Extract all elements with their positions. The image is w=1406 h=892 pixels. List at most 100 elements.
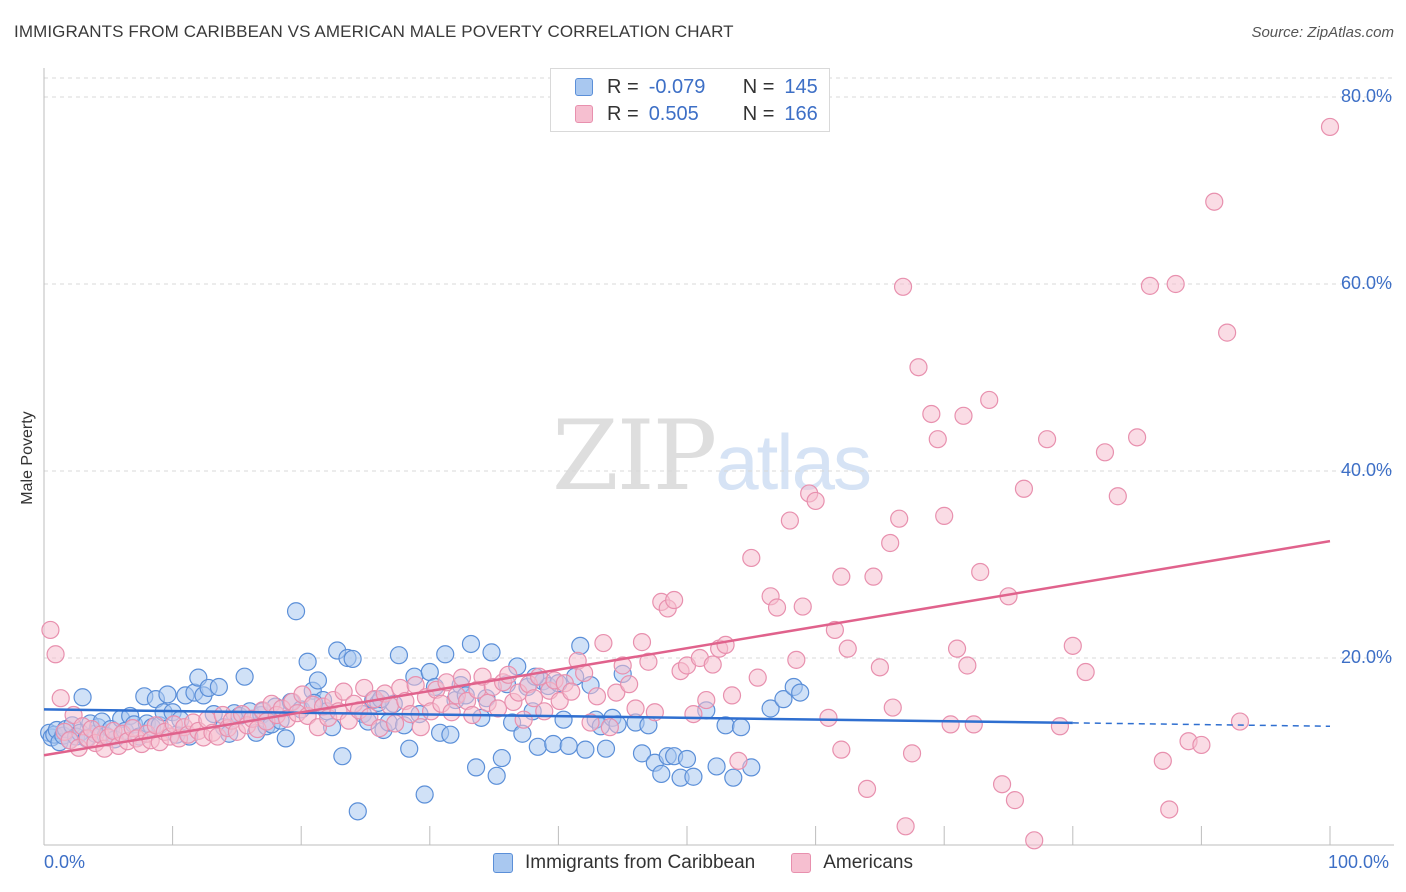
scatter-point bbox=[838, 639, 857, 658]
scatter-point bbox=[581, 713, 600, 732]
scatter-point bbox=[1166, 274, 1185, 294]
scatter-point bbox=[941, 715, 960, 734]
scatter-point bbox=[971, 562, 990, 582]
scatter-point bbox=[524, 689, 544, 708]
scatter-point bbox=[46, 645, 65, 664]
scatter-point bbox=[492, 748, 511, 768]
scatter-point bbox=[935, 506, 954, 525]
legend-swatch-blue bbox=[493, 853, 514, 873]
scatter-point bbox=[436, 645, 455, 664]
legend-swatch-blue bbox=[575, 78, 593, 96]
scatter-point bbox=[355, 678, 374, 698]
scatter-point bbox=[411, 718, 430, 737]
scatter-point bbox=[466, 758, 486, 777]
scatter-point bbox=[954, 406, 973, 425]
scatter-point bbox=[870, 658, 890, 677]
scatter-point bbox=[819, 708, 838, 727]
scatter-point bbox=[864, 567, 883, 586]
scatter-point bbox=[716, 635, 735, 655]
scatter-point bbox=[742, 548, 761, 568]
legend-r-label: R = bbox=[607, 75, 639, 98]
scatter-point bbox=[1025, 831, 1044, 850]
scatter-point bbox=[499, 665, 518, 684]
scatter-point bbox=[684, 767, 703, 786]
legend-n-label: N = bbox=[742, 75, 775, 98]
scatter-point bbox=[442, 703, 461, 722]
legend-item-caribbean[interactable]: Immigrants from Caribbean bbox=[493, 852, 755, 874]
scatter-point bbox=[767, 598, 787, 617]
scatter-point bbox=[1153, 751, 1172, 770]
scatter-point bbox=[1005, 791, 1025, 810]
series-americans-points bbox=[41, 117, 1340, 850]
scatter-point bbox=[806, 491, 825, 511]
series-legend: Immigrants from Caribbean Americans bbox=[0, 852, 1406, 874]
scatter-point bbox=[334, 682, 353, 701]
scatter-point bbox=[571, 636, 590, 655]
y-tick-label: 20.0% bbox=[1340, 647, 1392, 667]
scatter-point bbox=[488, 699, 508, 718]
scatter-point bbox=[857, 779, 877, 799]
legend-row-americans: R = 0.505 N = 166 bbox=[575, 101, 818, 127]
scatter-point bbox=[544, 734, 563, 754]
scatter-point bbox=[652, 764, 671, 784]
scatter-point bbox=[748, 668, 767, 687]
scatter-point bbox=[1160, 800, 1179, 819]
scatter-point bbox=[697, 690, 716, 710]
scatter-point bbox=[890, 509, 909, 528]
legend-label: Immigrants from Caribbean bbox=[525, 852, 756, 873]
scatter-point bbox=[41, 620, 60, 640]
scatter-point bbox=[1127, 428, 1147, 447]
legend-n-label: N = bbox=[742, 102, 775, 125]
scatter-point bbox=[158, 685, 177, 704]
scatter-point bbox=[400, 739, 419, 758]
correlation-legend: R = -0.079 N = 145 R = 0.505 N = 166 bbox=[550, 68, 830, 132]
scatter-point bbox=[774, 690, 793, 709]
trend-lines bbox=[43, 539, 1331, 757]
y-tick-label: 80.0% bbox=[1340, 86, 1392, 106]
trend-line-caribbean bbox=[43, 708, 1073, 725]
scatter-point bbox=[209, 677, 228, 697]
scatter-point bbox=[1037, 430, 1057, 449]
scatter-point bbox=[896, 817, 915, 836]
scatter-point bbox=[298, 652, 317, 671]
chart-title: IMMIGRANTS FROM CARIBBEAN VS AMERICAN MA… bbox=[14, 22, 734, 41]
scatter-point bbox=[909, 358, 928, 377]
scatter-point bbox=[780, 511, 799, 530]
scatter-point bbox=[348, 802, 367, 821]
scatter-point bbox=[1108, 487, 1127, 506]
scatter-point bbox=[787, 650, 806, 669]
scatter-point bbox=[1140, 276, 1160, 295]
scatter-point bbox=[600, 718, 619, 737]
scatter-point bbox=[791, 683, 810, 702]
scatter-point bbox=[1205, 192, 1224, 211]
scatter-point bbox=[881, 533, 900, 553]
scatter-point bbox=[370, 719, 389, 738]
scatter-point bbox=[722, 686, 742, 705]
legend-r-value: -0.079 bbox=[648, 75, 706, 98]
scatter-point bbox=[684, 704, 703, 724]
scatter-point bbox=[1076, 662, 1095, 682]
scatter-point bbox=[902, 744, 922, 763]
scatter-point bbox=[487, 766, 506, 785]
scatter-point bbox=[415, 785, 434, 804]
scatter-point bbox=[1050, 717, 1070, 736]
scatter-point bbox=[922, 404, 941, 424]
scatter-point bbox=[554, 710, 573, 729]
scatter-point bbox=[613, 656, 632, 675]
legend-n-value: 166 bbox=[784, 102, 818, 125]
legend-item-americans[interactable]: Americans bbox=[791, 852, 913, 874]
scatter-point bbox=[928, 430, 947, 449]
scatter-point bbox=[276, 729, 295, 748]
scatter-point bbox=[343, 649, 362, 669]
watermark-atlas: atlas bbox=[715, 418, 872, 506]
scatter-point bbox=[51, 689, 70, 708]
scatter-point bbox=[632, 633, 652, 652]
scatter-point bbox=[441, 725, 460, 744]
scatter-point bbox=[308, 671, 328, 690]
legend-row-caribbean: R = -0.079 N = 145 bbox=[575, 74, 818, 100]
scatter-point bbox=[964, 715, 983, 734]
scatter-point bbox=[832, 567, 851, 586]
y-tick-label: 60.0% bbox=[1340, 273, 1392, 293]
scatter-point bbox=[1218, 323, 1237, 342]
scatter-point bbox=[514, 710, 533, 729]
